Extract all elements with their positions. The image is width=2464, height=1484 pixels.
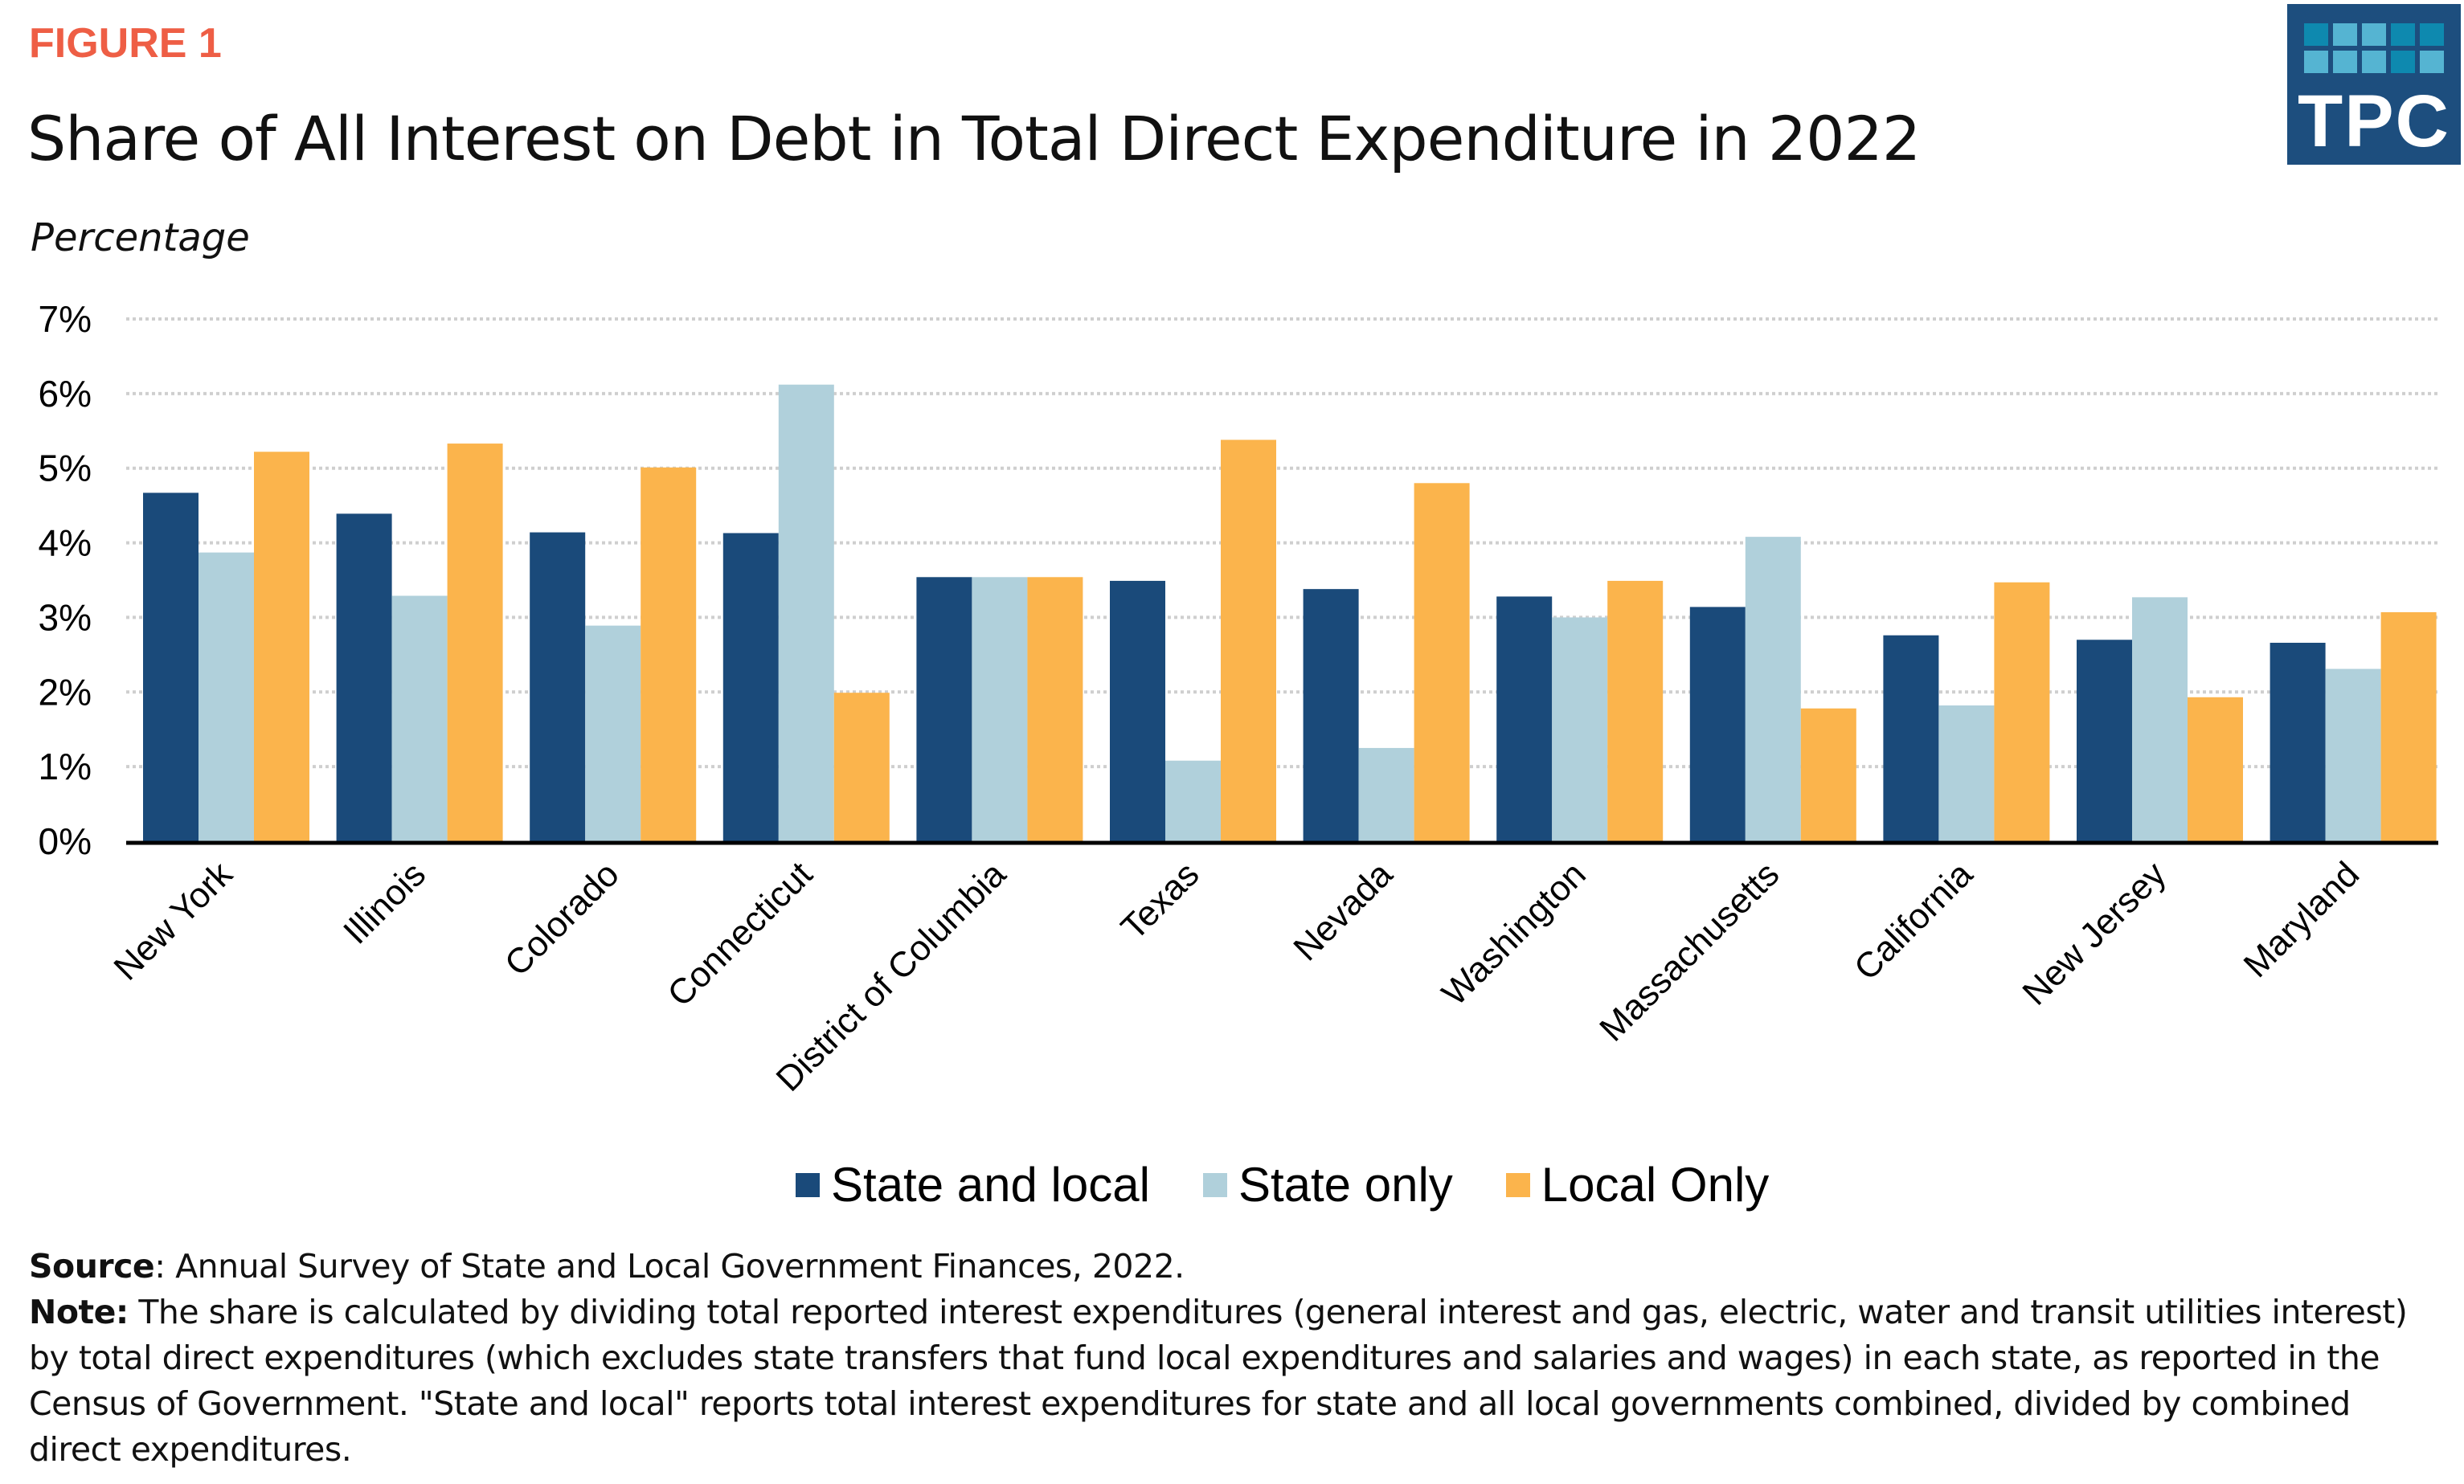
bar-state-and-local [336, 513, 392, 841]
legend-item: Local Only [1505, 1157, 1770, 1212]
legend-swatch [1505, 1172, 1530, 1197]
bar-chart: 0% 1% 2% 3% 4% 5% 6% 7% New York Illinois Colorado… [39, 298, 2438, 1099]
x-tick-label: New Jersey [2015, 854, 2173, 1012]
bar-state-and-local [2077, 640, 2132, 841]
bar-local-only [447, 444, 503, 841]
bar-local-only [2380, 611, 2437, 841]
x-tick-label: California [1847, 854, 1980, 987]
bar-local-only [1221, 439, 1276, 841]
bar-state-and-local [530, 532, 586, 841]
tpc-logo: TPC [2287, 4, 2461, 165]
logo-tile [2362, 51, 2386, 73]
bar-state-only [1358, 747, 1414, 841]
y-axis-label: Percentage [31, 215, 250, 260]
bar-local-only [1414, 483, 1470, 841]
y-tick-label: 5% [39, 448, 92, 489]
bar-state-and-local [143, 493, 199, 841]
bar-state-only [2132, 597, 2188, 841]
x-tick-label: Massachusetts [1592, 854, 1787, 1049]
bar-state-only [2325, 668, 2381, 841]
bar-state-only [972, 577, 1028, 841]
bar-state-only [199, 552, 254, 841]
legend-item: State and local [796, 1157, 1150, 1212]
logo-tile [2391, 51, 2415, 73]
bar-state-and-local [1883, 635, 1939, 841]
bar-local-only [1800, 708, 1856, 841]
logo-tile [2362, 23, 2386, 46]
logo-tile [2333, 51, 2357, 73]
logo-tile [2391, 23, 2415, 46]
bar-state-and-local [1689, 607, 1746, 841]
bar-state-only [1552, 617, 1608, 841]
note-text: The share is calculated by dividing tota… [29, 1293, 2408, 1469]
legend-label: State only [1238, 1158, 1453, 1212]
legend-label: Local Only [1541, 1158, 1770, 1212]
y-tick-label: 0% [39, 820, 92, 862]
x-tick-label: Texas [1114, 854, 1207, 947]
legend-label: State and local [831, 1158, 1150, 1212]
logo-tile [2333, 23, 2357, 46]
method-note: Note: The share is calculated by dividin… [29, 1290, 2424, 1473]
x-tick-label: Connecticut [660, 854, 820, 1014]
legend-item: State only [1202, 1157, 1453, 1212]
bar-local-only [641, 467, 697, 841]
bar-local-only [833, 693, 890, 841]
logo-tile [2420, 23, 2444, 46]
footnotes: Source: Annual Survey of State and Local… [29, 1244, 2424, 1473]
y-tick-label: 4% [39, 522, 92, 564]
bar-state-only [1938, 705, 1995, 841]
x-tick-label: New York [106, 854, 240, 988]
bar-state-and-local [916, 577, 972, 841]
logo-tile [2420, 51, 2444, 73]
y-tick-label: 3% [39, 596, 92, 638]
bar-state-and-local [2270, 643, 2326, 841]
x-tick-label: Illinois [336, 854, 433, 951]
y-tick-label: 1% [39, 746, 92, 787]
y-tick-label: 6% [39, 373, 92, 415]
figure-label: FIGURE 1 [29, 20, 222, 67]
bar-local-only [1994, 582, 2050, 841]
bar-state-and-local [1496, 596, 1553, 841]
chart-title: Share of All Interest on Debt in Total D… [27, 103, 1921, 174]
bar-state-only [585, 625, 641, 841]
bar-state-only [391, 595, 448, 841]
logo-text: TPC [2298, 80, 2450, 162]
bar-state-and-local [722, 533, 779, 841]
x-tick-label: Maryland [2237, 854, 2368, 985]
legend: State and local State only Local Only [796, 1157, 1822, 1212]
bar-local-only [254, 452, 309, 841]
legend-swatch [796, 1172, 820, 1197]
bar-state-and-local [1303, 589, 1359, 841]
bar-state-only [1745, 537, 1801, 841]
legend-swatch [1202, 1172, 1227, 1197]
bar-state-only [1165, 760, 1221, 841]
source-note: Source: Annual Survey of State and Local… [29, 1244, 2424, 1290]
x-tick-label: Washington [1435, 854, 1594, 1013]
bar-local-only [1027, 577, 1083, 841]
logo-tile [2304, 23, 2328, 46]
bar-local-only [2188, 697, 2243, 841]
bar-state-only [778, 384, 834, 841]
y-tick-label: 7% [39, 298, 92, 340]
bar-state-and-local [1110, 580, 1165, 841]
bar-local-only [1607, 580, 1664, 841]
x-tick-label: Nevada [1286, 854, 1400, 968]
source-label: Source [29, 1247, 155, 1286]
y-tick-label: 2% [39, 671, 92, 713]
logo-tile [2304, 51, 2328, 73]
x-tick-label: Colorado [497, 854, 627, 983]
source-text: : Annual Survey of State and Local Gover… [154, 1247, 1185, 1286]
note-label: Note: [29, 1293, 129, 1331]
